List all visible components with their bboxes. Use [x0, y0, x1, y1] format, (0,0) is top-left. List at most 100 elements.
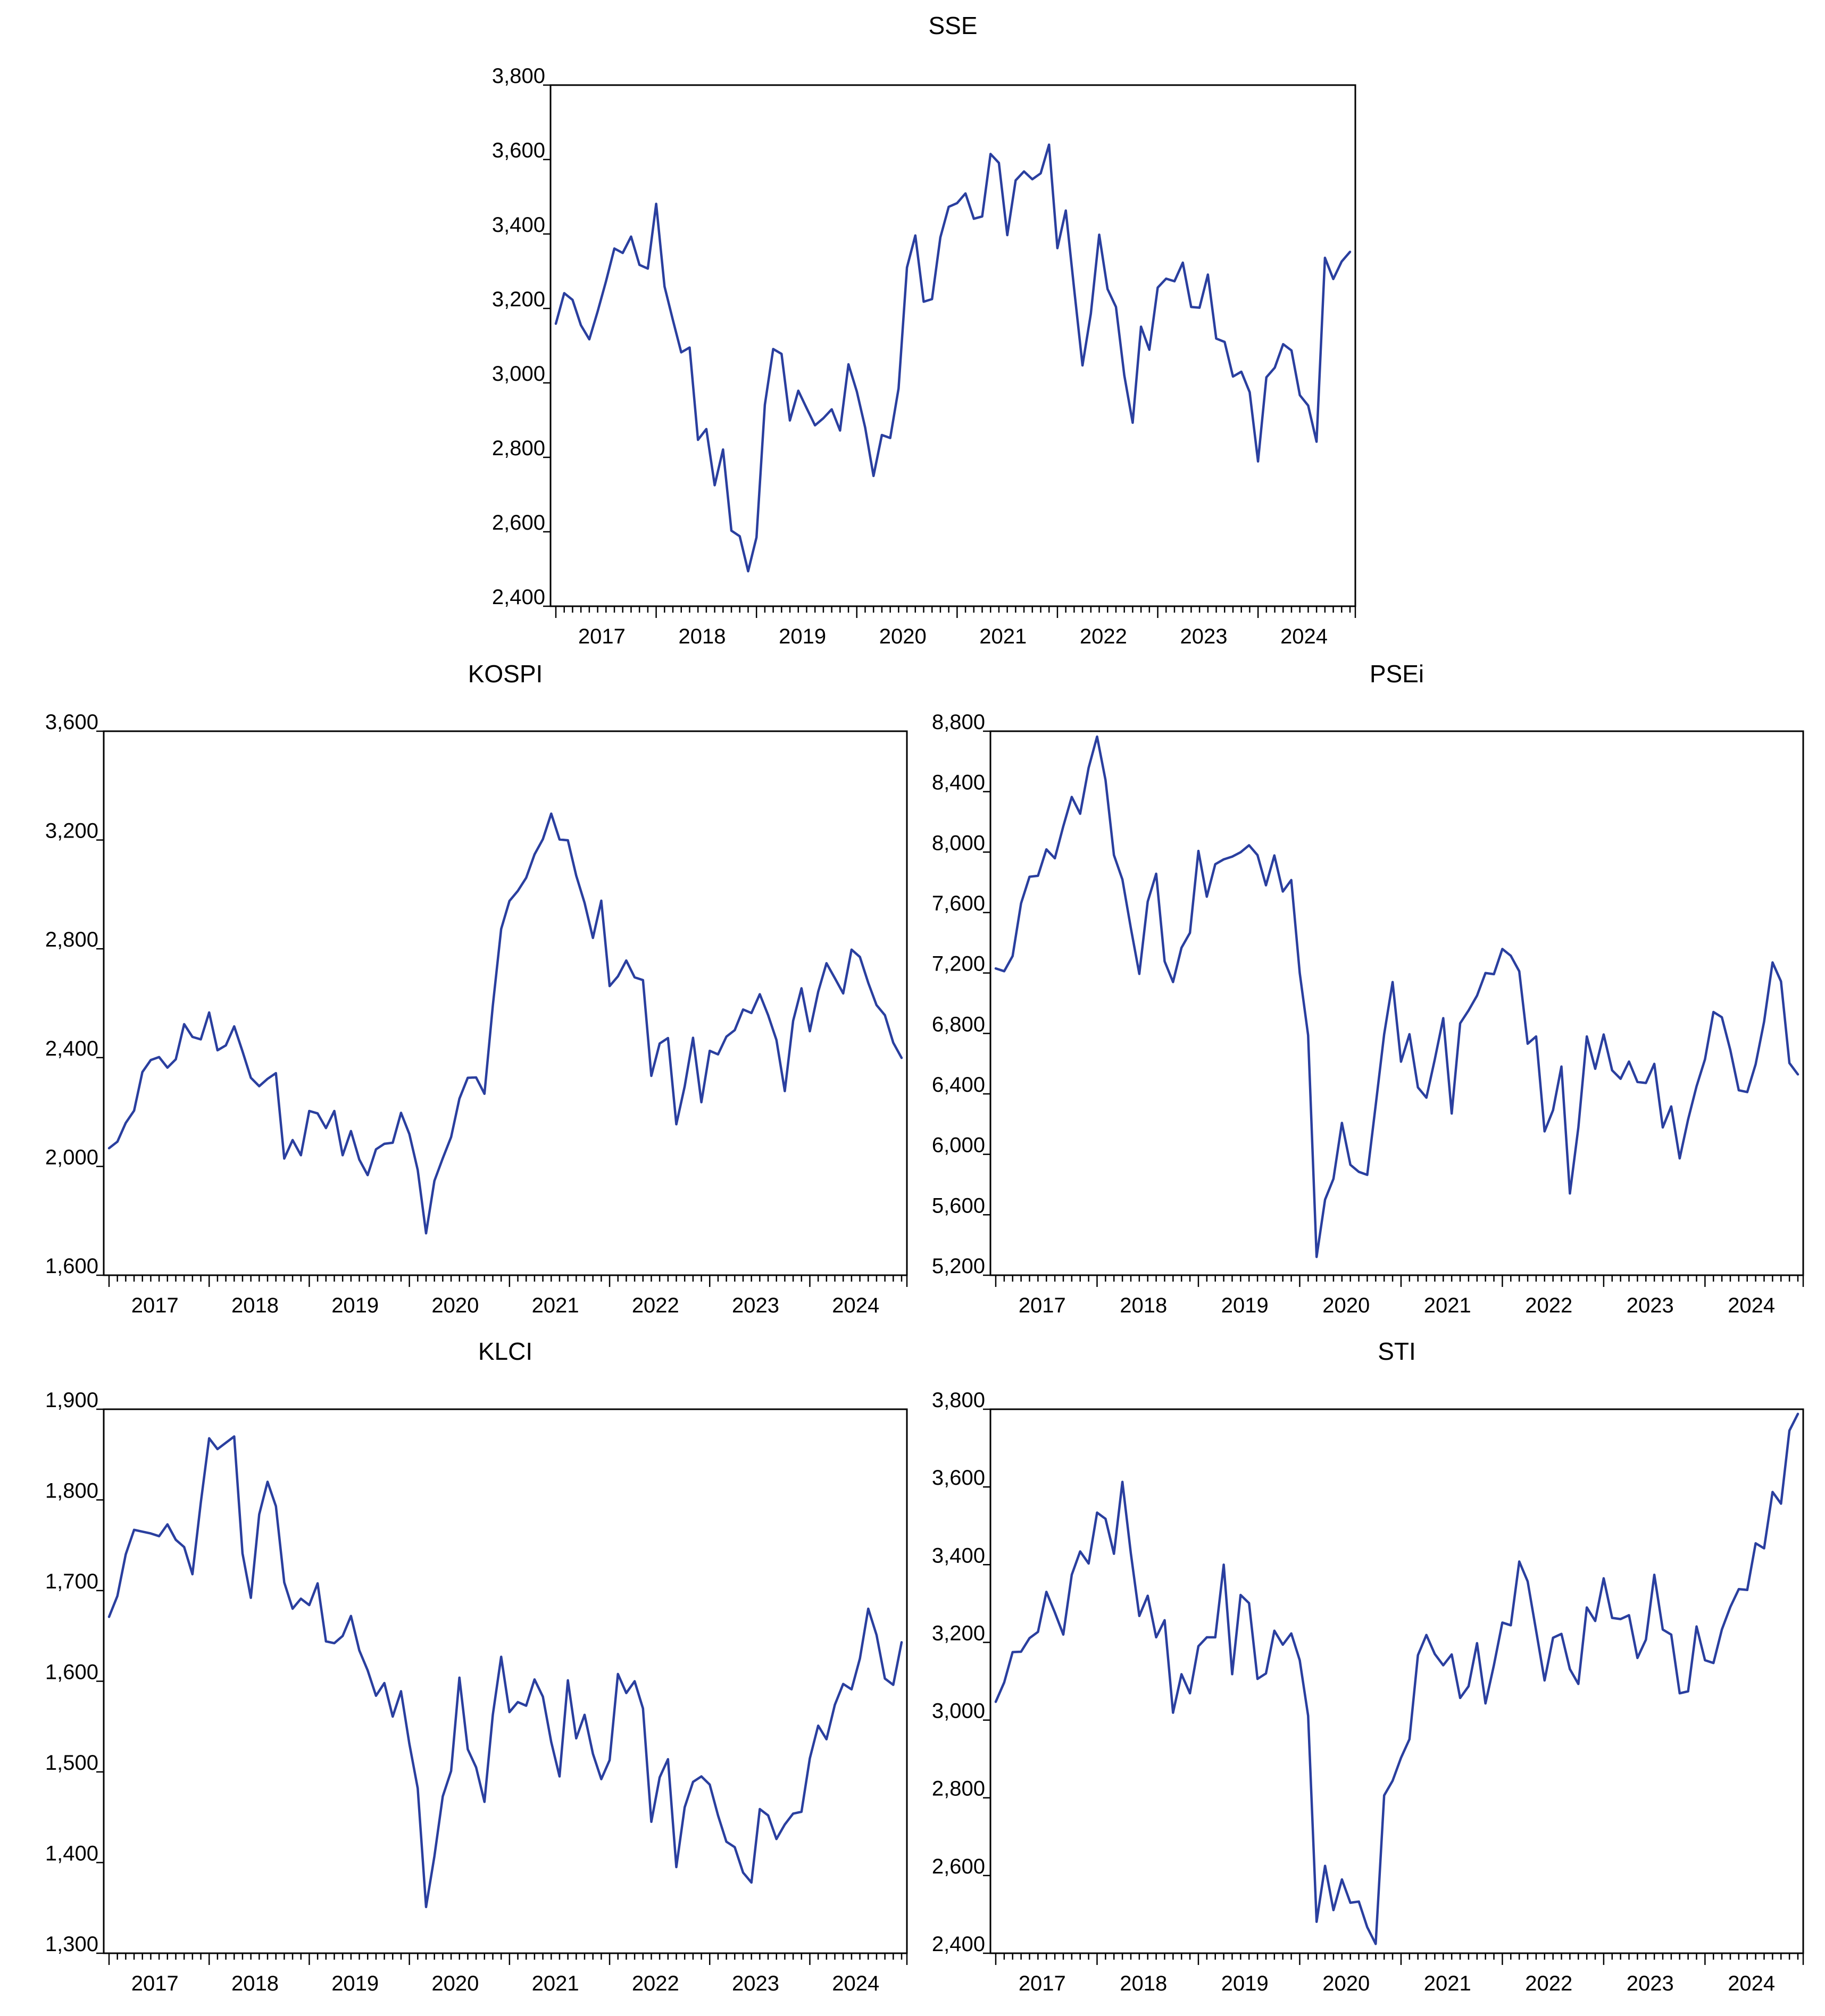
chart-sti: STI 2,400 2,600 2,800 3,000 3,200 3,400 3,600 3,…	[932, 1337, 1804, 1995]
y-tick-label-klci: 1,600	[45, 1661, 98, 1684]
chart-title-klci: KLCI	[478, 1337, 532, 1365]
chart-klci: KLCI 1,300 1,400 1,500 1,600 1,700 1,800 1,900 2…	[45, 1337, 908, 1995]
series-line-klci	[107, 1435, 903, 1909]
y-tick-label-psei: 6,000	[932, 1134, 985, 1157]
y-tick-label-kospi: 2,000	[45, 1145, 98, 1169]
x-tick-label-sti: 2023	[1627, 1972, 1674, 1995]
y-tick-label-sti: 3,800	[932, 1388, 985, 1412]
x-tick-label-psei: 2019	[1221, 1294, 1269, 1317]
y-tick-label-sti: 3,600	[932, 1466, 985, 1490]
x-tick-label-kospi: 2017	[131, 1294, 179, 1317]
x-tick-label-kospi: 2019	[331, 1294, 379, 1317]
y-tick-label-kospi: 3,200	[45, 819, 98, 843]
y-tick-label-sti: 2,600	[932, 1855, 985, 1878]
chart-title-sse: SSE	[928, 12, 977, 39]
y-tick-label-sse: 2,600	[492, 511, 545, 534]
x-tick-label-sti: 2022	[1525, 1972, 1572, 1995]
y-tick-label-sti: 3,400	[932, 1544, 985, 1567]
y-tick-label-klci: 1,400	[45, 1842, 98, 1866]
x-tick-label-psei: 2018	[1120, 1294, 1167, 1317]
y-tick-label-sti: 2,800	[932, 1777, 985, 1801]
y-tick-label-psei: 7,200	[932, 952, 985, 976]
x-tick-label-sse: 2019	[779, 625, 826, 648]
y-tick-label-psei: 8,800	[932, 710, 985, 734]
x-tick-label-kospi: 2018	[231, 1294, 279, 1317]
x-tick-label-sse: 2018	[679, 625, 726, 648]
y-tick-label-psei: 7,600	[932, 892, 985, 915]
x-tick-label-kospi: 2020	[431, 1294, 479, 1317]
chart-title-psei: PSEi	[1370, 660, 1424, 688]
x-tick-label-sti: 2017	[1019, 1972, 1066, 1995]
y-tick-label-sti: 3,000	[932, 1700, 985, 1723]
series-line-sti	[994, 1412, 1799, 1945]
y-tick-label-klci: 1,700	[45, 1570, 98, 1593]
x-tick-label-sti: 2021	[1424, 1972, 1471, 1995]
x-tick-label-sse: 2024	[1280, 625, 1328, 648]
x-tick-label-kospi: 2021	[532, 1294, 579, 1317]
y-tick-label-klci: 1,900	[45, 1388, 98, 1412]
plot-frame-psei	[989, 730, 1804, 1276]
chart-kospi: KOSPI 1,600 2,000 2,400 2,800 3,200 3,600 2017 2…	[45, 660, 908, 1317]
series-line-kospi	[107, 812, 903, 1235]
x-tick-label-sti: 2019	[1221, 1972, 1269, 1995]
y-tick-label-psei: 6,800	[932, 1013, 985, 1036]
x-tick-label-kospi: 2022	[632, 1294, 679, 1317]
x-tick-label-kospi: 2024	[832, 1294, 879, 1317]
plot-frame-kospi	[103, 730, 908, 1276]
x-tick-label-sse: 2022	[1080, 625, 1127, 648]
x-tick-label-psei: 2024	[1728, 1294, 1775, 1317]
chart-psei: PSEi 5,200 5,600 6,000 6,400 6,800 7,200 7,600 8…	[932, 660, 1804, 1317]
x-tick-label-klci: 2022	[632, 1972, 679, 1995]
series-line-psei	[994, 735, 1799, 1258]
y-tick-label-sse: 2,400	[492, 585, 545, 609]
y-tick-label-sse: 3,200	[492, 288, 545, 311]
chart-title-kospi: KOSPI	[468, 660, 543, 688]
x-tick-label-klci: 2023	[732, 1972, 779, 1995]
y-tick-label-kospi: 2,400	[45, 1037, 98, 1060]
chart-title-sti: STI	[1378, 1337, 1416, 1365]
chart-sse: SSE 2,400 2,600 2,800 3,000 3,200 3,400 3,600 3,…	[492, 12, 1356, 648]
x-tick-label-kospi: 2023	[732, 1294, 779, 1317]
y-tick-label-klci: 1,800	[45, 1479, 98, 1503]
x-tick-label-sse: 2020	[879, 625, 927, 648]
x-tick-label-sse: 2023	[1180, 625, 1227, 648]
y-tick-label-sse: 3,400	[492, 213, 545, 237]
plot-frame-sti	[989, 1408, 1804, 1954]
y-tick-label-psei: 8,000	[932, 831, 985, 855]
x-tick-label-klci: 2021	[532, 1972, 579, 1995]
y-tick-label-sti: 3,200	[932, 1621, 985, 1645]
y-tick-label-sse: 3,800	[492, 64, 545, 88]
x-tick-label-sse: 2021	[979, 625, 1027, 648]
y-tick-label-kospi: 2,800	[45, 928, 98, 951]
x-tick-label-klci: 2020	[431, 1972, 479, 1995]
y-tick-label-klci: 1,500	[45, 1751, 98, 1775]
x-tick-label-klci: 2024	[832, 1972, 879, 1995]
x-tick-label-sti: 2018	[1120, 1972, 1167, 1995]
x-tick-label-psei: 2020	[1322, 1294, 1370, 1317]
x-tick-label-psei: 2022	[1525, 1294, 1572, 1317]
series-line-sse	[554, 143, 1352, 573]
y-tick-label-psei: 8,400	[932, 771, 985, 794]
y-tick-label-sse: 2,800	[492, 437, 545, 460]
x-tick-label-sti: 2020	[1322, 1972, 1370, 1995]
y-tick-label-klci: 1,300	[45, 1933, 98, 1956]
y-tick-label-sse: 3,000	[492, 362, 545, 386]
y-tick-label-kospi: 3,600	[45, 710, 98, 734]
y-tick-label-psei: 6,400	[932, 1073, 985, 1097]
y-tick-label-psei: 5,200	[932, 1254, 985, 1278]
x-tick-label-klci: 2018	[231, 1972, 279, 1995]
x-tick-label-sti: 2024	[1728, 1972, 1775, 1995]
x-tick-label-psei: 2023	[1627, 1294, 1674, 1317]
x-tick-label-psei: 2017	[1019, 1294, 1066, 1317]
y-tick-label-sti: 2,400	[932, 1933, 985, 1956]
x-tick-label-klci: 2019	[331, 1972, 379, 1995]
y-tick-label-sse: 3,600	[492, 139, 545, 162]
plot-frame-sse	[549, 84, 1356, 607]
y-tick-label-kospi: 1,600	[45, 1254, 98, 1278]
x-tick-label-sse: 2017	[578, 625, 626, 648]
y-tick-label-psei: 5,600	[932, 1194, 985, 1217]
x-tick-label-klci: 2017	[131, 1972, 179, 1995]
x-tick-label-psei: 2021	[1424, 1294, 1471, 1317]
